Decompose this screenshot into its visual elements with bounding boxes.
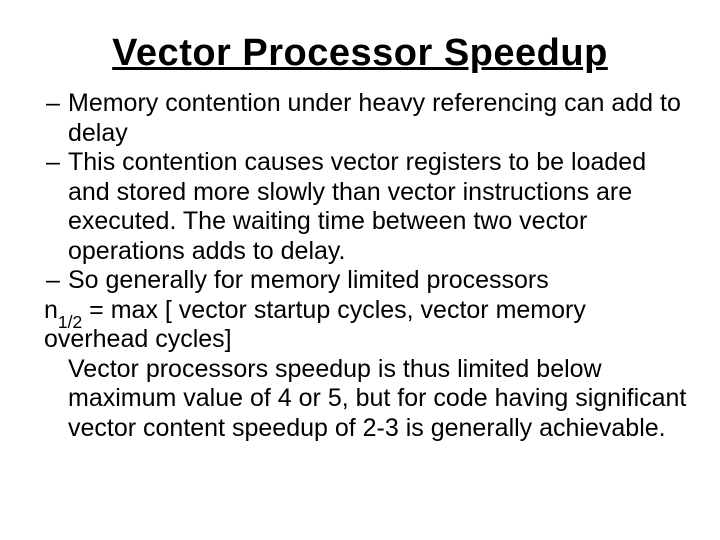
bullet-item: – So generally for memory limited proces…: [44, 266, 692, 296]
bullet-text: So generally for memory limited processo…: [68, 266, 692, 296]
bullet-dash-icon: –: [44, 148, 68, 178]
eq-prefix: n: [44, 296, 58, 324]
bullet-item: – This contention causes vector register…: [44, 148, 692, 266]
bullet-item: – Memory contention under heavy referenc…: [44, 89, 692, 148]
bullet-dash-icon: –: [44, 89, 68, 119]
eq-subscript: 1/2: [58, 312, 82, 332]
bullet-dash-icon: –: [44, 266, 68, 296]
slide: Vector Processor Speedup – Memory conten…: [0, 0, 720, 540]
slide-title: Vector Processor Speedup: [28, 32, 692, 75]
bullet-text: Memory contention under heavy referencin…: [68, 89, 692, 148]
closing-text: Vector processors speedup is thus limite…: [44, 355, 692, 444]
equation-line: n1/2 = max [ vector startup cycles, vect…: [44, 296, 692, 355]
eq-rest: = max [ vector startup cycles, vector me…: [44, 296, 586, 354]
bullet-text: This contention causes vector registers …: [68, 148, 692, 266]
slide-body: – Memory contention under heavy referenc…: [28, 89, 692, 443]
